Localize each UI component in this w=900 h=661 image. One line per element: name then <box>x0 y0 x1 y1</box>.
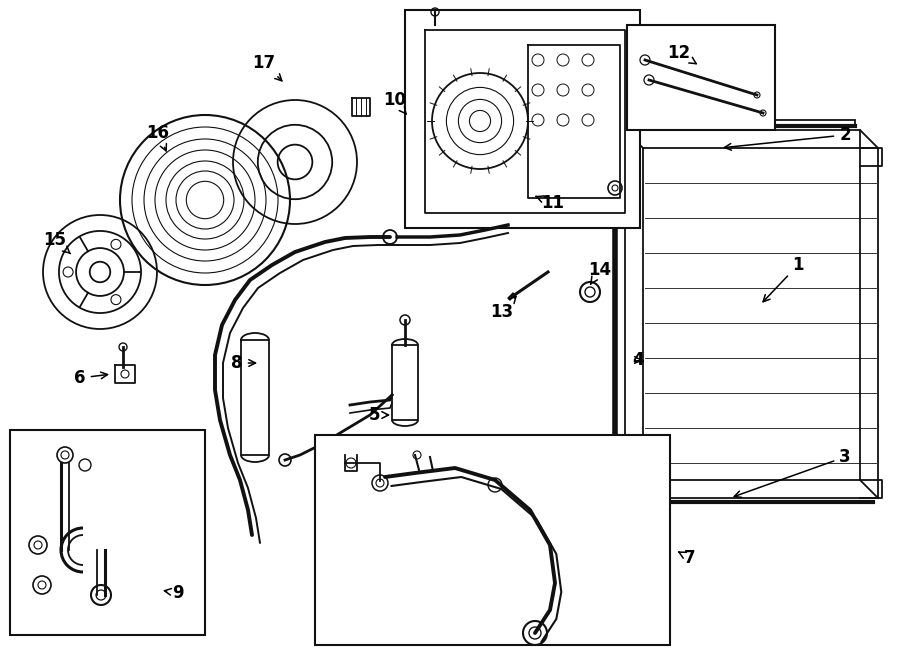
Text: 8: 8 <box>231 354 256 372</box>
Text: 14: 14 <box>589 261 612 284</box>
Text: 4: 4 <box>632 351 644 369</box>
Bar <box>405 10 640 228</box>
Text: 17: 17 <box>252 54 282 81</box>
Text: 16: 16 <box>147 124 169 151</box>
Text: 15: 15 <box>43 231 70 254</box>
Text: 10: 10 <box>383 91 407 114</box>
Text: 13: 13 <box>491 296 516 321</box>
Text: 6: 6 <box>74 369 108 387</box>
Bar <box>630 120 855 126</box>
Bar <box>315 435 670 645</box>
Text: 1: 1 <box>763 256 804 302</box>
Text: 9: 9 <box>165 584 184 602</box>
Bar <box>10 430 205 635</box>
Text: 5: 5 <box>369 406 389 424</box>
Bar <box>627 25 775 130</box>
Text: 12: 12 <box>668 44 697 63</box>
Text: 2: 2 <box>724 126 850 150</box>
Text: 3: 3 <box>734 448 850 497</box>
Text: 11: 11 <box>536 194 564 212</box>
Text: 7: 7 <box>679 549 696 567</box>
